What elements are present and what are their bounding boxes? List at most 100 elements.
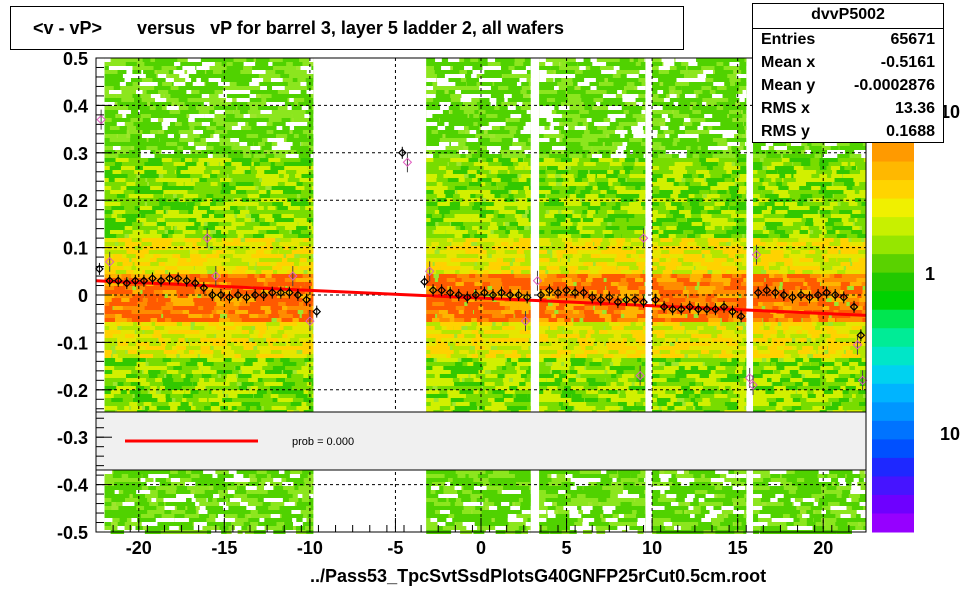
heatmap-cell: [153, 330, 164, 334]
heatmap-cell: [447, 286, 456, 290]
heatmap-cell: [140, 514, 158, 518]
heatmap-cell: [104, 206, 116, 210]
heatmap-cell: [155, 326, 167, 330]
heatmap-cell: [515, 394, 528, 398]
heatmap-cell: [167, 134, 175, 138]
heatmap-cell: [610, 154, 622, 158]
heatmap-cell: [300, 510, 314, 514]
heatmap-cell: [576, 186, 593, 190]
heatmap-cell: [234, 490, 247, 494]
heatmap-cell: [176, 166, 194, 170]
heatmap-cell: [265, 370, 274, 374]
heatmap-cell: [499, 314, 508, 318]
heatmap-cell: [495, 58, 506, 62]
heatmap-cell: [554, 78, 564, 82]
heatmap-cell: [481, 190, 493, 194]
heatmap-cell: [477, 242, 490, 246]
heatmap-cell: [560, 102, 575, 106]
heatmap-cell: [499, 318, 518, 322]
heatmap-cell: [162, 162, 184, 166]
heatmap-cell: [489, 66, 504, 70]
heatmap-cell: [149, 230, 158, 234]
heatmap-cell: [291, 310, 298, 314]
heatmap-cell: [459, 342, 484, 346]
heatmap-cell: [293, 218, 314, 222]
heatmap-cell: [570, 122, 581, 126]
heatmap-cell: [233, 494, 256, 498]
heatmap-cell: [574, 134, 590, 138]
heatmap-cell: [280, 74, 290, 78]
heatmap-cell: [552, 250, 559, 254]
heatmap-cell: [131, 202, 141, 206]
heatmap-cell: [104, 294, 116, 298]
heatmap-cell: [644, 266, 646, 270]
heatmap-cell: [499, 150, 518, 154]
heatmap-cell: [522, 102, 531, 106]
heatmap-cell: [477, 350, 497, 354]
heatmap-cell: [294, 102, 301, 106]
heatmap-cell: [308, 346, 314, 350]
heatmap-cell: [489, 342, 504, 346]
heatmap-cell: [275, 134, 291, 138]
heatmap-cell: [259, 494, 271, 498]
heatmap-cell: [116, 350, 126, 354]
heatmap-cell: [266, 230, 287, 234]
heatmap-cell: [526, 406, 531, 410]
heatmap-cell: [297, 166, 308, 170]
heatmap-cell: [245, 202, 270, 206]
heatmap-cell: [178, 258, 187, 262]
heatmap-cell: [432, 110, 450, 114]
heatmap-cell: [151, 82, 158, 86]
heatmap-cell: [152, 190, 173, 194]
heatmap-cell: [555, 98, 562, 102]
heatmap-cell: [176, 290, 197, 294]
heatmap-cell: [495, 74, 502, 78]
heatmap-cell: [113, 470, 135, 474]
heatmap-cell: [243, 62, 255, 66]
heatmap-cell: [617, 178, 626, 182]
heatmap-cell: [135, 306, 145, 310]
heatmap-cell: [118, 222, 132, 226]
heatmap-cell: [176, 346, 188, 350]
heatmap-cell: [494, 382, 505, 386]
heatmap-cell: [586, 214, 594, 218]
heatmap-cell: [465, 86, 494, 90]
heatmap-cell: [574, 190, 582, 194]
heatmap-cell: [131, 314, 151, 318]
heatmap-cell: [471, 278, 496, 282]
heatmap-cell: [200, 346, 210, 350]
heatmap-cell: [426, 470, 440, 474]
heatmap-cell: [147, 510, 158, 514]
heatmap-cell: [555, 194, 572, 198]
heatmap-cell: [200, 274, 213, 278]
heatmap-cell: [231, 146, 252, 150]
heatmap-cell: [235, 326, 248, 330]
heatmap-cell: [475, 506, 483, 510]
heatmap-cell: [504, 206, 518, 210]
heatmap-cell: [601, 250, 626, 254]
heatmap-cell: [179, 526, 207, 530]
heatmap-cell: [426, 326, 438, 330]
heatmap-cell: [310, 522, 314, 526]
heatmap-cell: [273, 66, 284, 70]
heatmap-cell: [144, 286, 173, 290]
heatmap-cell: [498, 110, 512, 114]
heatmap-cell: [255, 62, 272, 66]
heatmap-cell: [238, 102, 248, 106]
heatmap-cell: [293, 262, 305, 266]
heatmap-cell: [202, 234, 221, 238]
heatmap-cell: [244, 238, 269, 242]
heatmap-cell: [281, 350, 294, 354]
heatmap-cell: [149, 342, 165, 346]
heatmap-cell: [195, 146, 216, 150]
heatmap-cell: [567, 266, 586, 270]
heatmap-cell: [114, 182, 137, 186]
heatmap-cell: [284, 70, 302, 74]
heatmap-cell: [204, 114, 219, 118]
heatmap-cell: [477, 262, 493, 266]
heatmap-cell: [246, 350, 271, 354]
heatmap-cell: [513, 134, 523, 138]
heatmap-cell: [139, 206, 161, 210]
heatmap-cell: [577, 274, 591, 278]
heatmap-cell: [516, 362, 531, 366]
